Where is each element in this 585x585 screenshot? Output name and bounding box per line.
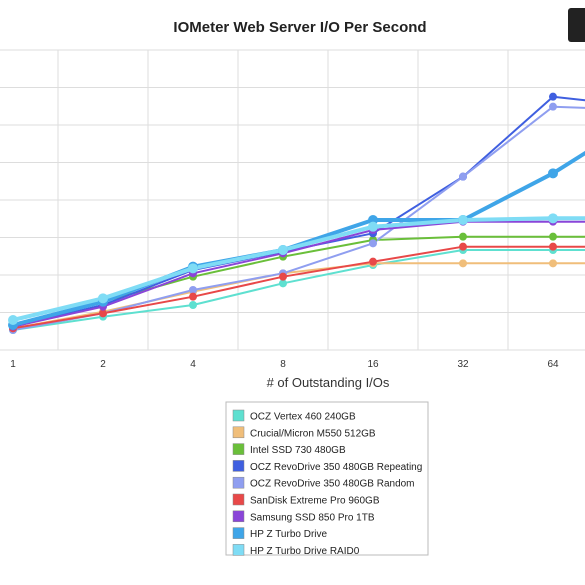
data-point [369, 257, 377, 266]
legend: OCZ Vertex 460 240GB Crucial/Micron M550 … [225, 401, 429, 557]
data-point [278, 245, 288, 255]
legend-swatch [232, 443, 245, 455]
data-point [459, 259, 467, 268]
x-tick-label: 1 [10, 359, 16, 370]
legend-item: OCZ RevoDrive 350 480GB Random [250, 479, 415, 490]
legend-swatch [232, 460, 245, 472]
data-point [8, 315, 18, 325]
x-axis-ticks: 1248163264128 [10, 359, 559, 370]
x-tick-label: 8 [280, 359, 286, 370]
logo [568, 8, 585, 42]
legend-item: Crucial/Micron M550 512GB [250, 428, 376, 439]
legend-swatch [232, 510, 245, 523]
data-point [549, 232, 557, 241]
series-line [12, 249, 585, 331]
x-axis-label: # of Outstanding I/Os [267, 375, 390, 390]
legend-item: Intel SSD 730 480GB [250, 445, 346, 456]
data-point [188, 263, 198, 274]
data-point [549, 242, 557, 251]
data-point [549, 102, 557, 111]
series-line [12, 216, 585, 322]
series-points [8, 92, 558, 334]
legend-item: OCZ RevoDrive 350 480GB Repeating [250, 462, 422, 473]
x-tick-label: 4 [190, 359, 196, 370]
data-point [548, 168, 558, 179]
data-point [189, 292, 197, 301]
series-line [12, 95, 585, 328]
series-line [12, 220, 585, 328]
data-point [189, 301, 197, 309]
series-line [12, 150, 585, 327]
legend-swatch [232, 426, 245, 439]
legend-swatch [232, 544, 245, 556]
data-point [189, 286, 197, 294]
data-point [99, 309, 107, 318]
data-point [369, 239, 377, 248]
legend-swatch [232, 409, 245, 422]
series-lines [12, 95, 585, 331]
legend-item: Samsung SSD 850 Pro 1TB [250, 512, 375, 523]
grid [0, 49, 585, 351]
data-point [279, 272, 287, 281]
legend-item: SanDisk Extreme Pro 960GB [250, 496, 380, 507]
legend-swatch [232, 476, 245, 489]
legend-box [225, 401, 429, 556]
legend-swatch [232, 527, 245, 539]
legend-item: HP Z Turbo Drive [250, 529, 327, 540]
data-point [549, 259, 557, 268]
x-tick-label: 16 [367, 359, 379, 370]
data-point [549, 92, 557, 101]
chart-title: IOMeter Web Server I/O Per Second [173, 19, 426, 36]
data-point [458, 215, 468, 225]
series-line [12, 245, 585, 330]
data-point [459, 242, 467, 251]
data-point [279, 279, 287, 288]
legend-item: HP Z Turbo Drive RAID0 [250, 546, 360, 557]
legend-swatch [232, 493, 245, 506]
x-tick-label: 64 [547, 359, 559, 370]
data-point [459, 172, 467, 181]
legend-item: OCZ Vertex 460 240GB [250, 412, 356, 423]
data-point [368, 221, 378, 232]
x-tick-label: 2 [100, 359, 106, 370]
data-point [459, 232, 467, 241]
data-point [548, 213, 558, 224]
series-line [12, 105, 585, 331]
data-point [98, 293, 108, 304]
x-tick-label: 32 [457, 359, 469, 370]
